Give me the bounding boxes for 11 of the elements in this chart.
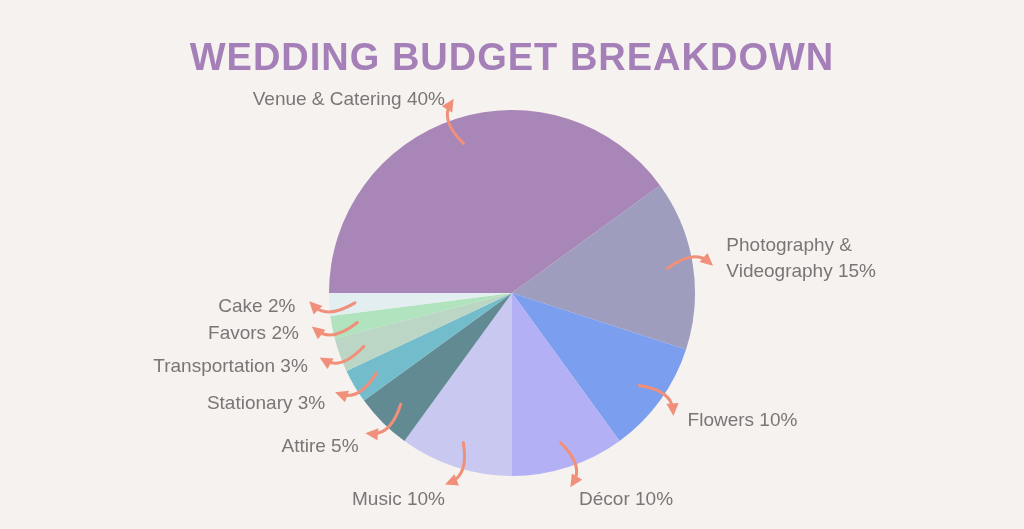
slice-label: Venue & Catering 40% <box>252 88 446 110</box>
slice-label: Photography & Videography 15% <box>726 234 877 282</box>
slice-label: Décor 10% <box>579 487 674 509</box>
chart-title: WEDDING BUDGET BREAKDOWN <box>188 36 836 79</box>
slice-label: Music 10% <box>352 487 446 509</box>
slice-label: Attire 5% <box>281 434 359 456</box>
slice-label: Cake 2% <box>218 294 296 316</box>
slice-label: Flowers 10% <box>687 408 798 430</box>
slice-label: Stationary 3% <box>206 391 326 413</box>
slice-label: Favors 2% <box>208 321 299 343</box>
slice-label: Transportation 3% <box>153 354 308 376</box>
